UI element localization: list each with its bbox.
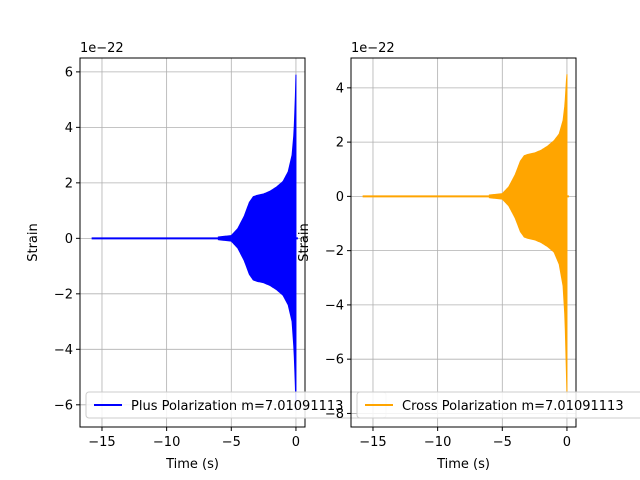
chart-1-ytick-label-1: −4 bbox=[54, 343, 73, 358]
chart-2: −15 −10 −5 0 −8 −6 −4 −2 0 2 4 1e−22 Time (s) Strain C… bbox=[297, 41, 640, 472]
chart-1-ytick-label-2: −2 bbox=[54, 287, 73, 302]
chart-2-xtick-label-2: −5 bbox=[493, 435, 512, 450]
chart-1-xlabel: Time (s) bbox=[165, 457, 219, 472]
chart-1-ylabel: Strain bbox=[26, 223, 41, 262]
chart-1-legend-label-1: Plus Polarization m=7.01091113 bbox=[131, 399, 343, 414]
chart-2-ytick-label-3: −2 bbox=[325, 244, 344, 259]
chart-2-xtick-label-0: −15 bbox=[359, 435, 386, 450]
chart-2-xtick-label-3: 0 bbox=[563, 435, 571, 450]
chart-1-ytick-label-4: 2 bbox=[65, 176, 73, 191]
chart-1-ytick-label-0: −6 bbox=[54, 398, 73, 413]
chart-2-xtick-label-1: −10 bbox=[424, 435, 451, 450]
chart-1-xtick-label-1: −10 bbox=[153, 435, 180, 450]
chart-1-legend: Plus Polarization m=7.01091113 bbox=[85, 391, 387, 419]
chart-2-legend-box bbox=[356, 391, 640, 419]
chart-2-series-1-waveform bbox=[488, 74, 568, 395]
chart-1-ytick-label-5: 4 bbox=[65, 121, 73, 136]
chart-1-series-1-waveform bbox=[217, 74, 297, 411]
chart-2-ytick-label-0: −8 bbox=[325, 407, 344, 422]
chart-2-ytick-label-2: −4 bbox=[325, 298, 344, 313]
chart-1-offset-label: 1e−22 bbox=[80, 41, 124, 56]
chart-1-xtick-label-3: 0 bbox=[292, 435, 300, 450]
chart-1-ytick-label-6: 6 bbox=[65, 65, 73, 80]
chart-2-axes-frame bbox=[350, 57, 577, 428]
chart-2-series-1 bbox=[362, 74, 569, 395]
chart-2-legend-label-1: Cross Polarization m=7.01091113 bbox=[402, 399, 624, 414]
chart-2-legend: Cross Polarization m=7.01091113 bbox=[356, 391, 640, 419]
chart-2-ylabel: Strain bbox=[297, 223, 312, 262]
chart-2-offset-label: 1e−22 bbox=[351, 41, 395, 56]
chart-1-series-1 bbox=[91, 74, 298, 411]
chart-1-xtick-label-2: −5 bbox=[222, 435, 241, 450]
chart-2-ytick-label-6: 4 bbox=[336, 81, 344, 96]
chart-2-ytick-label-1: −6 bbox=[325, 353, 344, 368]
chart-2-ytick-label-5: 2 bbox=[336, 136, 344, 151]
chart-1: −15 −10 −5 0 −6 −4 −2 0 2 4 6 1e−22 Time (s) Strain Pl… bbox=[26, 41, 387, 472]
chart-2-xlabel: Time (s) bbox=[436, 457, 490, 472]
chart-1-ytick-label-3: 0 bbox=[65, 232, 73, 247]
chart-1-xtick-label-0: −15 bbox=[88, 435, 115, 450]
chart-2-ytick-label-4: 0 bbox=[336, 190, 344, 205]
chart-1-axes-frame bbox=[79, 57, 306, 428]
